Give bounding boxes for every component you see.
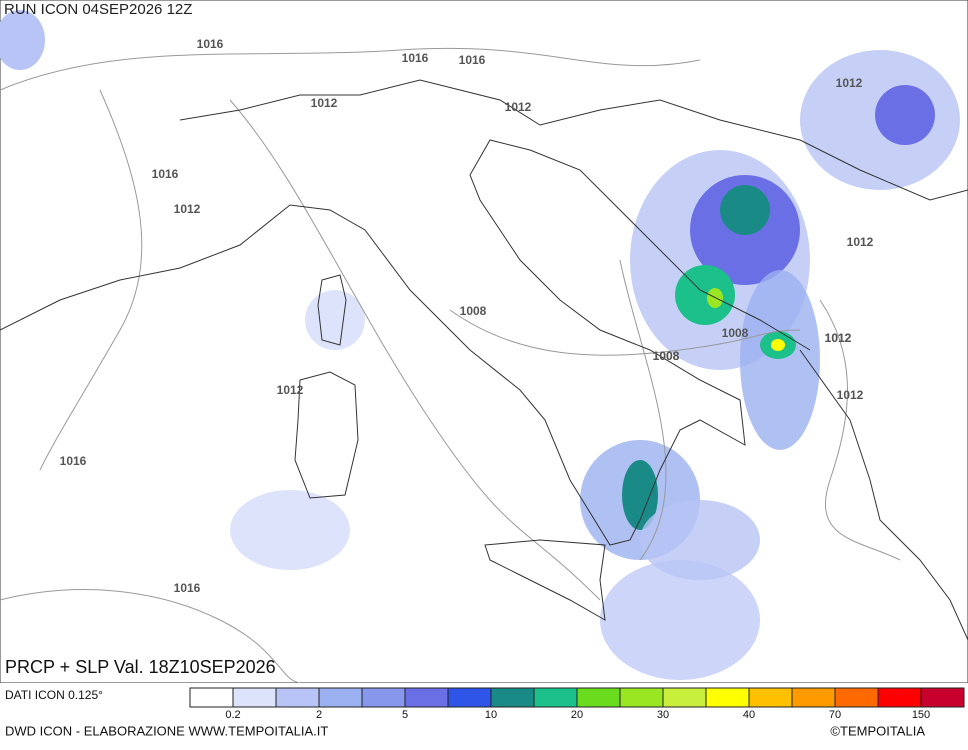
color-box bbox=[834, 687, 879, 708]
color-box bbox=[705, 687, 750, 708]
colorbar-label: 70 bbox=[829, 709, 841, 721]
isobar-label: 1016 bbox=[402, 51, 429, 65]
colorbar: 0.2 2 5 10 20 30 40 70 150 bbox=[189, 687, 965, 721]
coastlines bbox=[0, 79, 968, 641]
isobar-label: 1008 bbox=[460, 304, 487, 318]
isobar-label: 1016 bbox=[197, 37, 224, 51]
color-box bbox=[361, 687, 406, 708]
credit: DWD ICON - ELABORAZIONE WWW.TEMPOITALIA.… bbox=[5, 723, 328, 738]
isobar-label: 1012 bbox=[174, 202, 201, 216]
color-box bbox=[619, 687, 664, 708]
color-box bbox=[791, 687, 836, 708]
brand: ©TEMPOITALIA bbox=[830, 723, 925, 738]
isobars bbox=[0, 47, 901, 684]
color-box bbox=[318, 687, 363, 708]
isobar-label: 1012 bbox=[847, 235, 874, 249]
color-box bbox=[189, 687, 234, 708]
color-box bbox=[404, 687, 449, 708]
colorbar-label: 0.2 bbox=[225, 709, 240, 721]
color-box bbox=[576, 687, 621, 708]
colorbar-label: 150 bbox=[912, 709, 930, 721]
color-box bbox=[533, 687, 578, 708]
source-label: DATI ICON 0.125° bbox=[5, 688, 103, 702]
isobar-label: 1016 bbox=[60, 454, 87, 468]
colorbar-label: 10 bbox=[485, 709, 497, 721]
color-box bbox=[275, 687, 320, 708]
color-box bbox=[447, 687, 492, 708]
color-box bbox=[490, 687, 535, 708]
colorbar-label: 40 bbox=[743, 709, 755, 721]
isobar-label: 1012 bbox=[311, 96, 338, 110]
isobar-label: 1016 bbox=[152, 167, 179, 181]
color-box bbox=[662, 687, 707, 708]
color-box bbox=[748, 687, 793, 708]
isobar-label: 1016 bbox=[174, 581, 201, 595]
colorbar-label: 2 bbox=[316, 709, 322, 721]
color-box bbox=[232, 687, 277, 708]
isobar-label: 1008 bbox=[653, 349, 680, 363]
isobar-label: 1012 bbox=[825, 331, 852, 345]
color-box bbox=[920, 687, 965, 708]
isobar-label: 1008 bbox=[722, 326, 749, 340]
isobar-label: 1012 bbox=[837, 388, 864, 402]
map-caption: PRCP + SLP Val. 18Z10SEP2026 bbox=[5, 657, 276, 677]
run-label: RUN ICON 04SEP2026 12Z bbox=[4, 1, 192, 18]
colorbar-label: 20 bbox=[571, 709, 583, 721]
isobar-label: 1012 bbox=[825, 331, 852, 345]
color-box bbox=[877, 687, 922, 708]
isobar-label: 1016 bbox=[459, 53, 486, 67]
isobar-label: 1012 bbox=[505, 100, 532, 114]
isobar-labels: 1016 1016 1016 1012 1012 1012 1016 1012 1012 1012… bbox=[60, 37, 874, 595]
isobar-label: 1008 bbox=[653, 349, 680, 363]
colorbar-label: 5 bbox=[402, 709, 408, 721]
isobar-label: 1012 bbox=[836, 76, 863, 90]
precipitation bbox=[0, 10, 960, 680]
colorbar-label: 30 bbox=[657, 709, 669, 721]
isobar-label: 1012 bbox=[277, 383, 304, 397]
